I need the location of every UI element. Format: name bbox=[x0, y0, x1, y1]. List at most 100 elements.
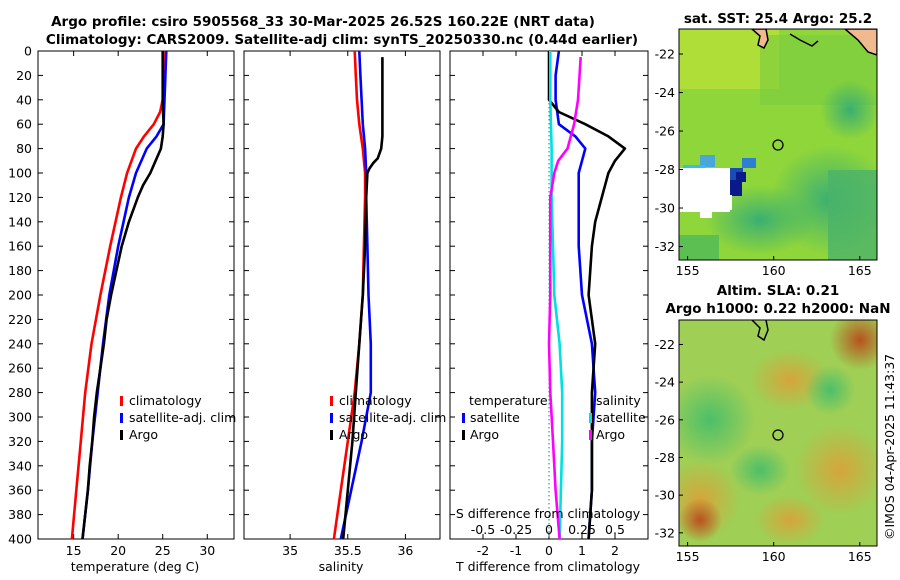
legend-label-sal-argo: Argo bbox=[596, 427, 625, 442]
sla-map-subtitle: Argo h1000: 0.22 h2000: NaN bbox=[665, 301, 890, 317]
figure-title-line1: Argo profile: csiro 5905568_33 30-Mar-20… bbox=[51, 14, 595, 30]
depth-tick-label: 40 bbox=[16, 92, 32, 107]
salinity-panel: 35 35.5 36 salinity climatology satellite-… bbox=[243, 50, 446, 574]
x-tick-label: 35.5 bbox=[334, 543, 362, 558]
sst-cool-region bbox=[705, 185, 815, 255]
temperature-x-axis: 15 20 25 30 bbox=[66, 51, 215, 558]
depth-tick-label: 380 bbox=[8, 507, 32, 522]
depth-tick-label: 320 bbox=[8, 434, 32, 449]
difference-top-label: S difference from climatology bbox=[456, 506, 641, 521]
depth-tick-label: 260 bbox=[8, 361, 32, 376]
map-y-tick-label: -22 bbox=[655, 337, 675, 352]
sst-cold-pixel bbox=[742, 158, 756, 168]
sst-coastline bbox=[789, 33, 819, 47]
map-x-tick-label: 165 bbox=[848, 263, 872, 278]
x-tick-label: 15 bbox=[66, 543, 82, 558]
legend-title-temperature: temperature bbox=[469, 393, 548, 408]
sst-cold-pixel bbox=[736, 172, 746, 182]
legend-swatch-climatology bbox=[330, 396, 333, 406]
depth-tick-label: 160 bbox=[8, 239, 32, 254]
x-tick-label: 30 bbox=[199, 543, 215, 558]
sst-argo-position-marker bbox=[772, 139, 784, 151]
sst-map-frame bbox=[678, 28, 878, 261]
legend-label-temp-satellite: satellite bbox=[470, 410, 520, 425]
sst-cool-region bbox=[820, 80, 877, 140]
difference-x-axis: -2 -1 0 1 2 bbox=[477, 51, 619, 558]
map-y-tick-label: -32 bbox=[655, 239, 675, 254]
sla-map-frame bbox=[678, 319, 878, 547]
sla-very-high-region bbox=[830, 320, 877, 370]
depth-tick-label: 120 bbox=[8, 190, 32, 205]
map-x-tick-label: 160 bbox=[762, 263, 786, 278]
sla-map-field bbox=[679, 320, 877, 546]
legend-swatch-sal-argo bbox=[589, 430, 592, 440]
sla-low-region bbox=[805, 365, 855, 415]
map-x-tick-label: 160 bbox=[762, 549, 786, 564]
sla-map: Altim. SLA: 0.21 Argo h1000: 0.22 h2000:… bbox=[655, 283, 891, 564]
imos-credit: ©IMOS 04-Apr-2025 11:43:37 bbox=[882, 354, 897, 540]
sst-patch bbox=[828, 170, 877, 260]
temperature-xlabel: temperature (deg C) bbox=[71, 559, 200, 574]
depth-tick-label: 0 bbox=[24, 44, 32, 59]
temperature-lines bbox=[70, 50, 168, 540]
salinity-xlabel: salinity bbox=[319, 559, 364, 574]
depth-tick-label: 280 bbox=[8, 385, 32, 400]
sla-coastline bbox=[751, 320, 769, 342]
sla-low-region bbox=[679, 375, 755, 465]
legend-swatch-satellite bbox=[330, 413, 333, 423]
depth-tick-label: 300 bbox=[8, 410, 32, 425]
x-tick-label: 35 bbox=[282, 543, 298, 558]
depth-axis: 0 20 40 60 80 100 120 140 160 180 200 220 240 260 280 3… bbox=[8, 44, 648, 547]
legend-swatch-temp-satellite bbox=[462, 413, 465, 423]
salinity-lines bbox=[332, 50, 384, 540]
legend-swatch-argo bbox=[120, 430, 123, 440]
map-y-tick-label: -30 bbox=[655, 201, 675, 216]
map-x-tick-label: 155 bbox=[676, 263, 700, 278]
legend-title-salinity: salinity bbox=[596, 393, 641, 408]
map-y-tick-label: -28 bbox=[655, 162, 675, 177]
map-y-tick-label: -26 bbox=[655, 412, 675, 427]
legend-label-climatology: climatology bbox=[339, 393, 412, 408]
legend-swatch-argo bbox=[330, 430, 333, 440]
map-y-tick-label: -28 bbox=[655, 450, 675, 465]
top-tick-label: 0.25 bbox=[568, 522, 596, 537]
x-tick-label: 25 bbox=[155, 543, 171, 558]
sst-map-axes: 155 160 165 -22 -24 -26 -28 -30 -32 bbox=[655, 47, 872, 278]
map-x-tick-label: 165 bbox=[848, 549, 872, 564]
top-tick-label: 0 bbox=[545, 522, 553, 537]
difference-lines bbox=[547, 50, 627, 540]
sst-map-title: sat. SST: 25.4 Argo: 25.2 bbox=[684, 11, 872, 27]
sla-high-region bbox=[795, 425, 877, 515]
depth-tick-label: 240 bbox=[8, 336, 32, 351]
map-y-tick-label: -24 bbox=[655, 85, 675, 100]
series-line-temperature-argo bbox=[547, 51, 627, 540]
legend-label-argo: Argo bbox=[129, 427, 158, 442]
legend-label-satellite: satellite-adj. clim bbox=[129, 410, 236, 425]
salinity-legend: climatology satellite-adj. clim Argo bbox=[330, 393, 446, 442]
legend-swatch-sal-satellite bbox=[589, 413, 592, 423]
sla-low-region bbox=[730, 445, 790, 495]
legend-swatch-satellite bbox=[120, 413, 123, 423]
sla-very-high-region bbox=[679, 498, 722, 542]
depth-tick-label: 180 bbox=[8, 263, 32, 278]
map-x-tick-label: 155 bbox=[676, 549, 700, 564]
legend-label-temp-argo: Argo bbox=[470, 427, 499, 442]
salinity-x-axis: 35 35.5 36 bbox=[282, 51, 413, 558]
temperature-panel: 0204060801001201401601802002202402602803… bbox=[8, 44, 648, 574]
salinity-axes bbox=[243, 50, 441, 540]
figure-title-line2: Climatology: CARS2009. Satellite-adj cli… bbox=[46, 32, 638, 48]
series-line-argo bbox=[81, 51, 165, 540]
x-tick-label: -1 bbox=[510, 543, 522, 558]
x-tick-label: -2 bbox=[477, 543, 489, 558]
map-y-tick-label: -30 bbox=[655, 488, 675, 503]
legend-label-climatology: climatology bbox=[129, 393, 202, 408]
sst-missing-data bbox=[718, 195, 732, 210]
x-tick-label: 2 bbox=[611, 543, 619, 558]
depth-tick-label: 200 bbox=[8, 288, 32, 303]
legend-label-argo: Argo bbox=[339, 427, 368, 442]
legend-label-satellite: satellite-adj. clim bbox=[339, 410, 446, 425]
map-y-tick-label: -32 bbox=[655, 525, 675, 540]
sst-coastline bbox=[843, 29, 877, 56]
sst-map: sat. SST: 25.4 Argo: 25.2 155 160 16 bbox=[655, 11, 878, 278]
legend-swatch-temp-argo bbox=[462, 430, 465, 440]
